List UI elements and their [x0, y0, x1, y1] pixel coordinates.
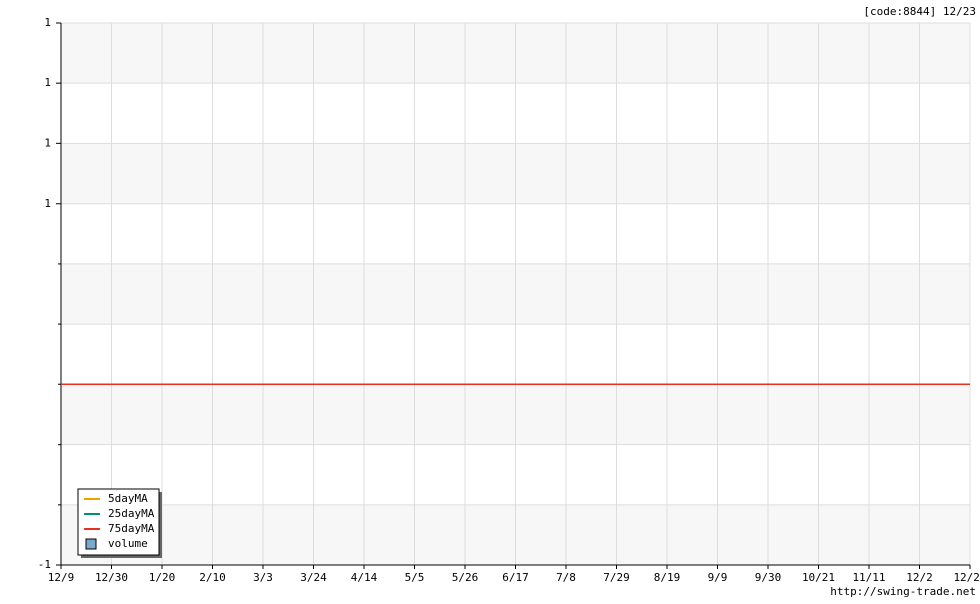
y-tick-label: -1 — [38, 558, 51, 571]
x-tick-label: 9/9 — [708, 571, 728, 584]
x-tick-label: 3/24 — [300, 571, 327, 584]
x-tick-label: 5/26 — [452, 571, 479, 584]
x-tick-label: 7/8 — [556, 571, 576, 584]
legend-label: 25dayMA — [108, 507, 155, 520]
x-tick-label: 9/30 — [755, 571, 782, 584]
legend-swatch — [85, 538, 97, 550]
x-tick-label: 7/29 — [603, 571, 630, 584]
header: [code:8844] 12/23 — [863, 5, 976, 18]
x-tick-label: 8/19 — [654, 571, 681, 584]
x-tick-label: 3/3 — [253, 571, 273, 584]
legend-label: volume — [108, 537, 148, 550]
y-tick-label: 1 — [44, 136, 51, 149]
x-tick-label: 10/21 — [802, 571, 835, 584]
footer: http://swing-trade.net — [830, 585, 976, 598]
x-tick-label: 12/2 — [906, 571, 933, 584]
x-tick-label: 12/23 — [953, 571, 980, 584]
y-tick-label: 1 — [44, 197, 51, 210]
x-tick-label: 4/14 — [351, 571, 378, 584]
y-tick-label: 1 — [44, 16, 51, 29]
legend-label: 75dayMA — [108, 522, 155, 535]
x-tick-label: 1/20 — [149, 571, 176, 584]
x-tick-label: 11/11 — [852, 571, 885, 584]
x-tick-label: 12/9 — [48, 571, 75, 584]
y-tick-label: 1 — [44, 76, 51, 89]
legend-label: 5dayMA — [108, 492, 148, 505]
x-tick-label: 5/5 — [405, 571, 425, 584]
x-tick-label: 2/10 — [199, 571, 226, 584]
x-tick-label: 12/30 — [95, 571, 128, 584]
x-tick-label: 6/17 — [502, 571, 529, 584]
